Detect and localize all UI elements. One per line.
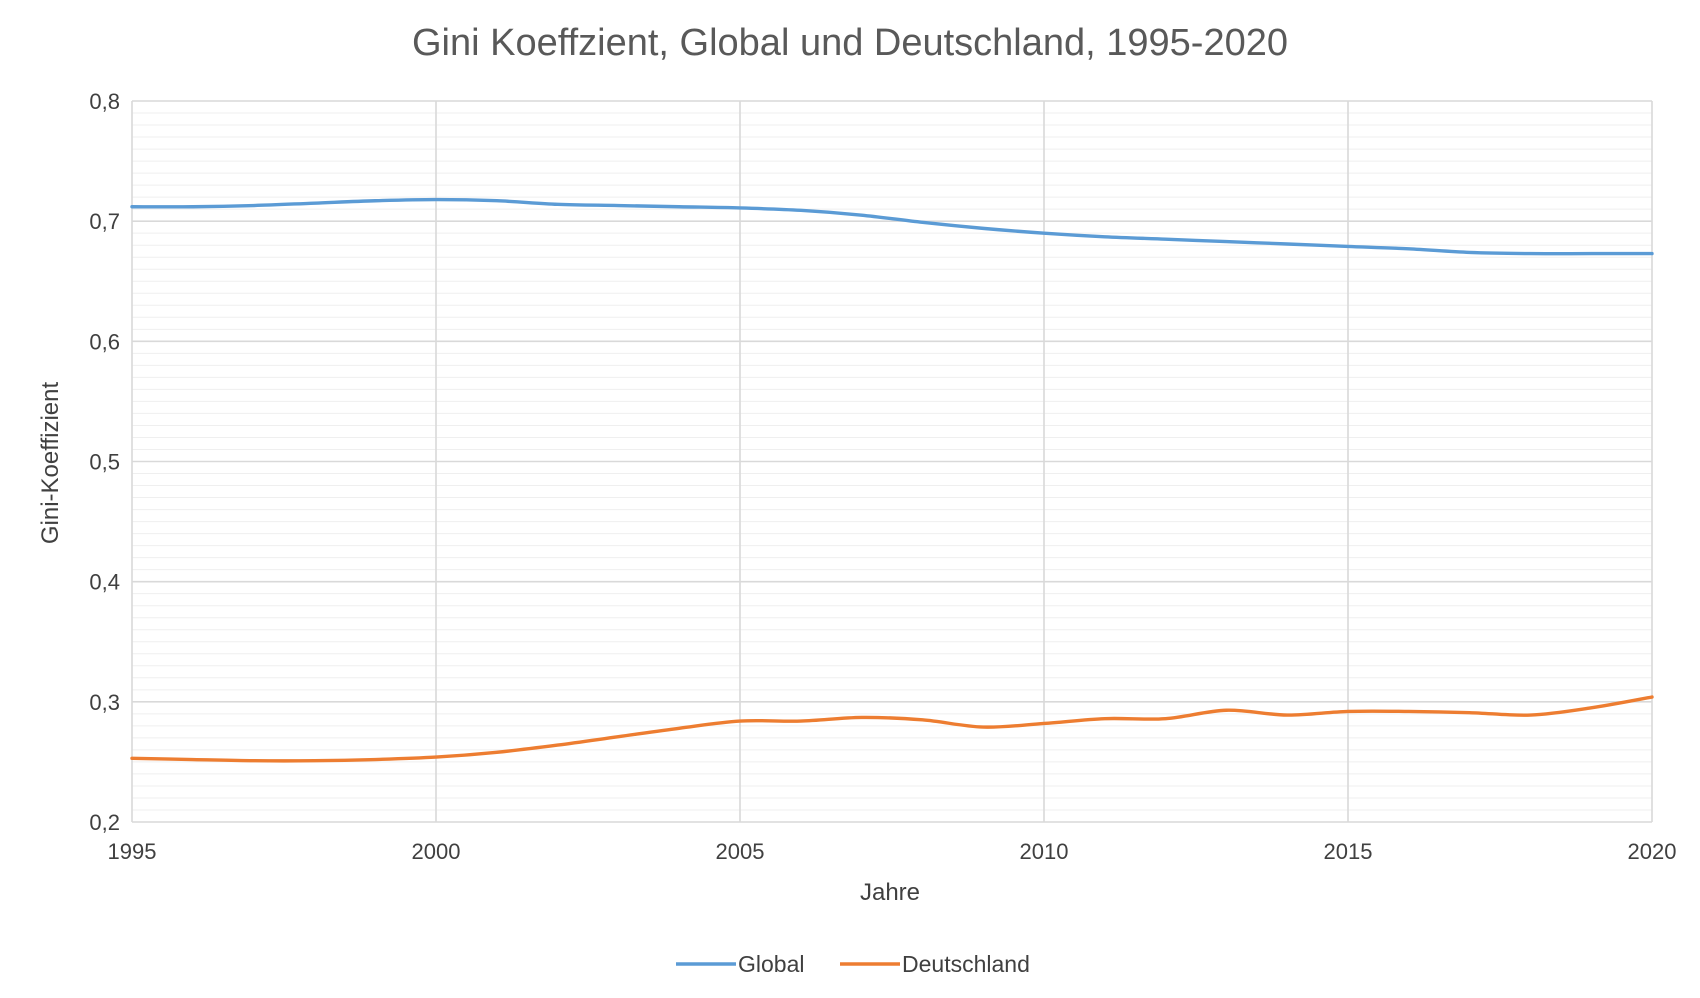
x-tick-label: 2000 — [412, 839, 461, 864]
legend-label-deutschland: Deutschland — [902, 951, 1030, 977]
y-axis-ticks: 0,2 0,3 0,4 0,5 0,6 0,7 0,8 — [89, 89, 120, 835]
x-axis-ticks: 1995 2000 2005 2010 2015 2020 — [108, 839, 1677, 864]
y-tick-label: 0,8 — [89, 89, 120, 114]
series-lines — [130, 197, 1654, 763]
x-tick-label: 2010 — [1020, 839, 1069, 864]
x-tick-label: 2020 — [1628, 839, 1677, 864]
y-tick-label: 0,4 — [89, 570, 120, 595]
y-tick-label: 0,2 — [89, 810, 120, 835]
y-tick-label: 0,5 — [89, 450, 120, 475]
x-tick-label: 2015 — [1324, 839, 1373, 864]
grid — [131, 100, 1653, 823]
x-axis-title: Jahre — [860, 879, 920, 906]
y-axis-title: Gini-Koeffizient — [37, 382, 64, 545]
chart-title: Gini Koeffzient, Global und Deutschland,… — [412, 22, 1288, 64]
series-line-deutschland — [130, 695, 1654, 763]
y-tick-label: 0,7 — [89, 209, 120, 234]
y-tick-label: 0,3 — [89, 690, 120, 715]
x-tick-label: 1995 — [108, 839, 157, 864]
y-tick-label: 0,6 — [89, 329, 120, 354]
series-line-global — [130, 197, 1654, 256]
x-tick-label: 2005 — [716, 839, 765, 864]
legend-label-global: Global — [738, 951, 804, 977]
legend: Global Deutschland — [676, 951, 1030, 977]
